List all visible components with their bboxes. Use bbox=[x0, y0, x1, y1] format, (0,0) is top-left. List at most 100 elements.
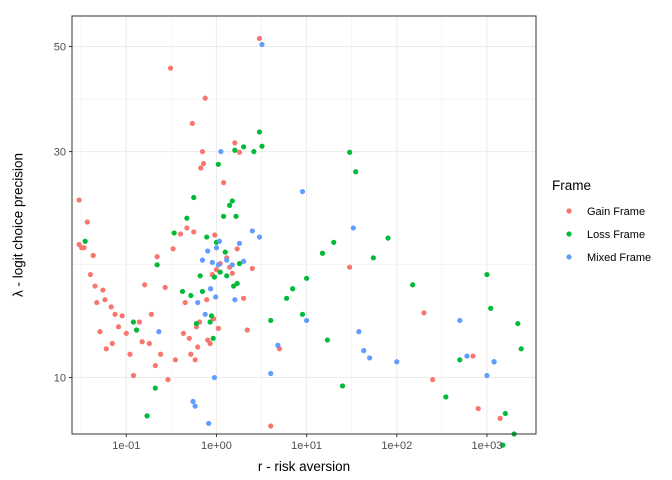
data-point bbox=[162, 284, 168, 291]
data-point bbox=[457, 357, 463, 363]
data-point bbox=[202, 311, 208, 317]
data-point bbox=[464, 353, 470, 359]
data-point bbox=[500, 442, 506, 448]
data-point bbox=[97, 329, 103, 335]
data-point bbox=[232, 147, 238, 153]
data-point bbox=[236, 149, 243, 155]
data-point bbox=[233, 213, 239, 219]
data-point bbox=[130, 319, 137, 325]
data-point bbox=[256, 35, 263, 42]
data-point bbox=[188, 292, 194, 299]
data-point bbox=[410, 282, 416, 288]
data-point bbox=[502, 410, 508, 417]
data-point bbox=[82, 238, 88, 244]
data-point bbox=[212, 232, 218, 238]
data-point bbox=[115, 324, 122, 330]
data-point bbox=[204, 297, 210, 303]
data-point bbox=[222, 249, 228, 255]
data-point bbox=[102, 297, 108, 303]
legend-item: Mixed Frame bbox=[566, 252, 651, 264]
data-point bbox=[515, 320, 521, 327]
data-point bbox=[470, 353, 476, 359]
data-point bbox=[193, 320, 200, 327]
data-point bbox=[275, 342, 281, 348]
data-point bbox=[299, 311, 306, 317]
data-point bbox=[484, 372, 490, 379]
data-point bbox=[142, 282, 148, 288]
data-point bbox=[251, 148, 257, 155]
data-point bbox=[139, 339, 145, 345]
data-point bbox=[457, 317, 463, 324]
data-point bbox=[94, 299, 100, 306]
data-point bbox=[350, 225, 356, 231]
data-point bbox=[133, 327, 140, 333]
data-point bbox=[148, 311, 155, 317]
data-point bbox=[484, 271, 490, 278]
data-point bbox=[165, 377, 171, 383]
data-point bbox=[199, 148, 206, 155]
data-point bbox=[109, 340, 115, 347]
data-point bbox=[304, 317, 310, 324]
data-point bbox=[177, 231, 184, 237]
data-point bbox=[394, 359, 400, 365]
data-point bbox=[220, 180, 227, 186]
data-point bbox=[256, 129, 263, 135]
data-point bbox=[130, 372, 137, 379]
data-point bbox=[197, 273, 203, 279]
data-point bbox=[319, 250, 326, 256]
data-point bbox=[211, 274, 218, 280]
data-point bbox=[192, 357, 198, 363]
data-point bbox=[497, 415, 503, 421]
data-point bbox=[199, 257, 206, 263]
data-point bbox=[236, 261, 243, 267]
data-point bbox=[136, 319, 143, 325]
data-point bbox=[518, 346, 524, 352]
data-point bbox=[216, 238, 223, 244]
legend-item: Loss Frame bbox=[566, 229, 645, 241]
plot-border bbox=[71, 15, 537, 435]
data-point bbox=[202, 95, 208, 101]
data-point bbox=[240, 144, 247, 150]
legend-label: Loss Frame bbox=[587, 229, 645, 241]
data-point bbox=[179, 288, 186, 295]
data-point bbox=[204, 234, 210, 240]
data-point bbox=[268, 370, 274, 377]
data-point bbox=[103, 346, 109, 352]
data-point bbox=[356, 329, 362, 335]
data-point bbox=[215, 325, 221, 331]
data-point bbox=[208, 313, 215, 319]
data-point bbox=[87, 271, 94, 278]
data-point bbox=[156, 329, 162, 335]
x-tick-label: 1e+00 bbox=[201, 440, 232, 452]
x-tick-label: 1e+02 bbox=[381, 440, 412, 452]
data-point bbox=[353, 169, 359, 175]
data-point bbox=[290, 286, 296, 292]
data-point bbox=[213, 294, 219, 300]
data-point bbox=[167, 65, 174, 71]
data-point bbox=[188, 351, 194, 357]
y-tick-label: 10 bbox=[54, 373, 66, 385]
data-point bbox=[127, 351, 133, 357]
data-point bbox=[367, 355, 373, 361]
data-point bbox=[144, 413, 150, 419]
data-point bbox=[171, 230, 177, 236]
data-point bbox=[152, 362, 158, 369]
data-point bbox=[90, 252, 96, 259]
data-point bbox=[213, 267, 220, 273]
legend-items: Gain Frame Loss Frame Mixed Frame bbox=[566, 206, 651, 264]
data-point bbox=[370, 255, 376, 261]
data-point bbox=[192, 403, 198, 409]
data-point bbox=[236, 240, 243, 246]
data-point bbox=[190, 398, 196, 405]
x-tick-label: 1e+03 bbox=[471, 440, 502, 452]
data-point bbox=[191, 229, 197, 235]
data-point bbox=[184, 215, 190, 221]
data-point bbox=[215, 161, 221, 167]
legend-key bbox=[566, 208, 572, 214]
legend-label: Mixed Frame bbox=[587, 252, 651, 264]
data-point bbox=[207, 286, 214, 292]
data-point bbox=[157, 351, 164, 357]
data-point bbox=[209, 259, 215, 266]
data-point bbox=[112, 311, 118, 317]
